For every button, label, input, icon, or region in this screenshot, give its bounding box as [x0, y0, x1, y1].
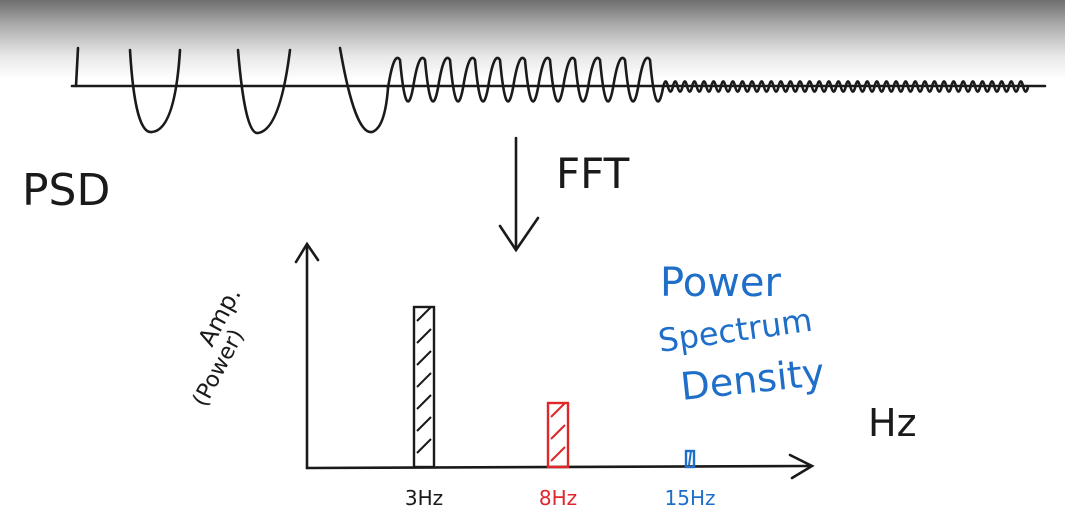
- bar-15hz: [684, 449, 696, 469]
- x-axis-arrowhead: [788, 453, 815, 480]
- tick-label-8hz: 8Hz: [539, 486, 577, 510]
- fft-label: FFT: [556, 149, 630, 198]
- psd-title-annotation: Power Spectrum Density: [656, 260, 827, 409]
- tick-label-15hz: 15Hz: [665, 486, 716, 510]
- signal-slow-wave: [74, 46, 390, 135]
- signal-fast-wave: [661, 80, 1030, 93]
- title-line-power: Power: [660, 260, 781, 306]
- psd-bars: [412, 305, 696, 469]
- bar-3hz: [412, 305, 436, 469]
- x-tick-labels: 3Hz 8Hz 15Hz: [405, 486, 716, 510]
- fft-arrow: [498, 136, 540, 253]
- time-signal: [70, 46, 1047, 135]
- title-line-spectrum: Spectrum: [656, 301, 815, 360]
- y-axis-arrowhead: [294, 241, 320, 264]
- signal-medium-wave: [386, 56, 665, 103]
- title-line-density: Density: [678, 350, 826, 409]
- bar-8hz: [546, 401, 570, 469]
- tick-label-3hz: 3Hz: [405, 486, 443, 510]
- psd-label: PSD: [22, 165, 110, 216]
- x-axis-unit-label: Hz: [868, 401, 917, 445]
